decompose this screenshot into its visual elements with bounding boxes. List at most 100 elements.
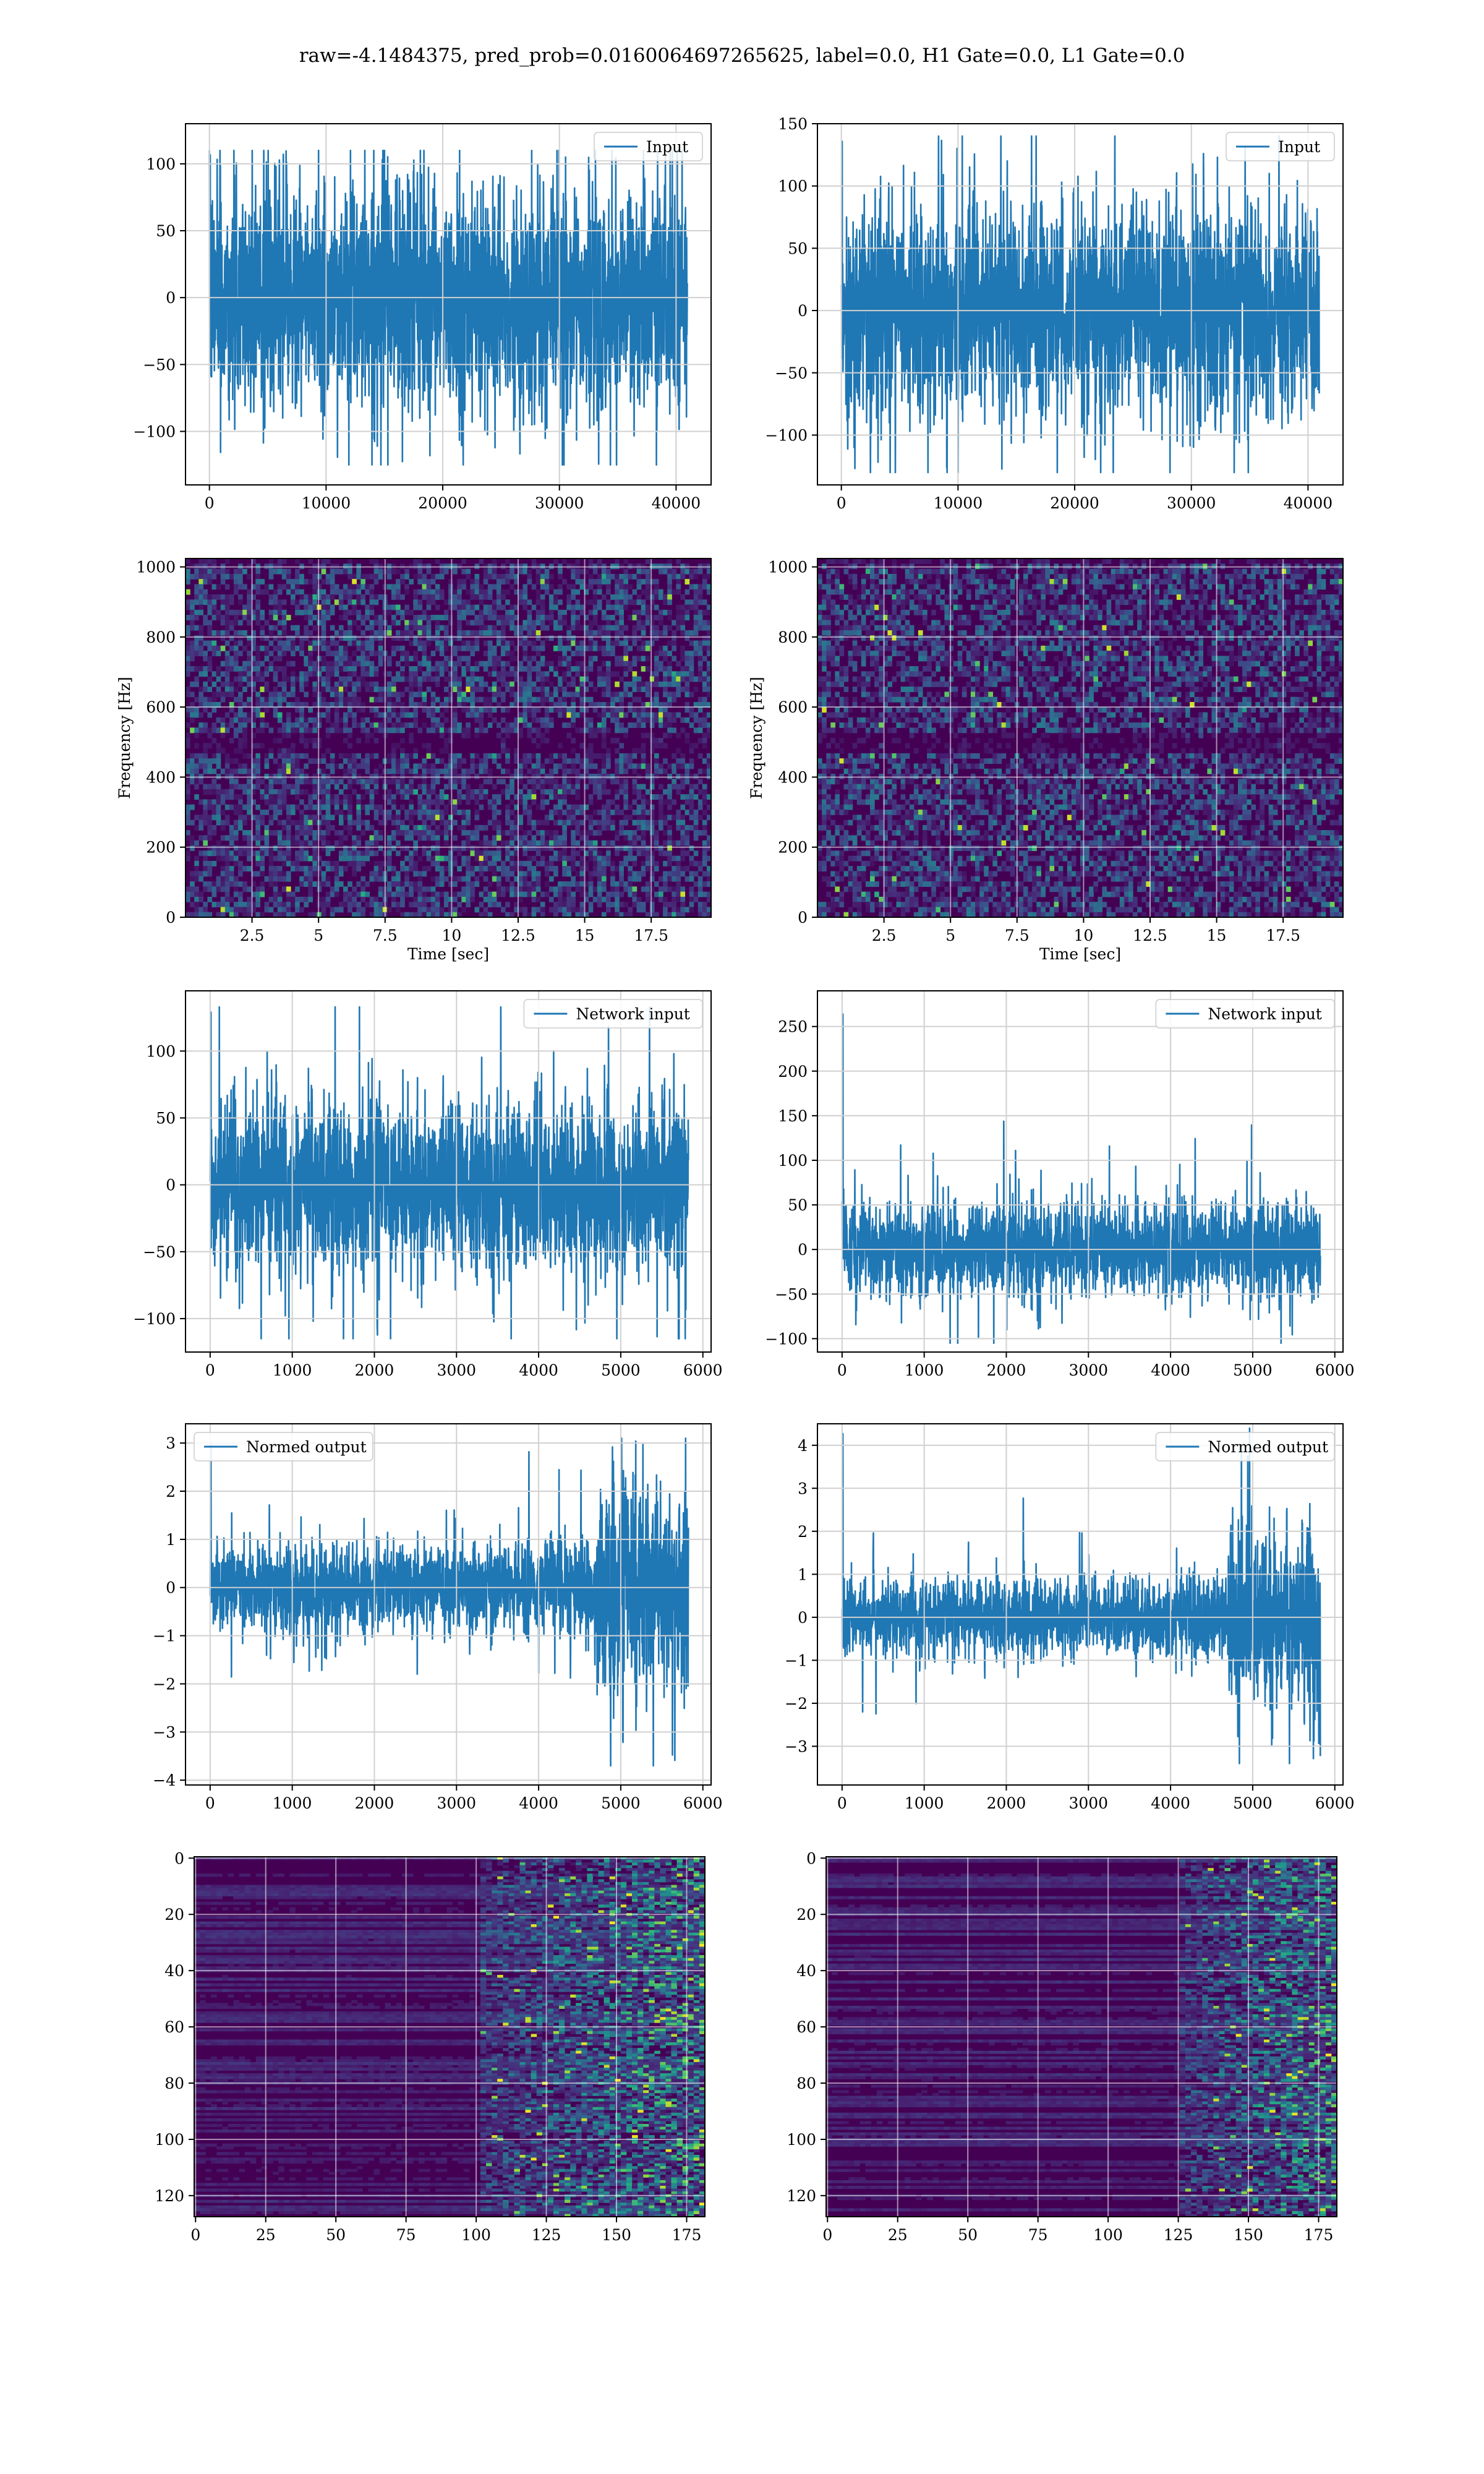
x-tick-label: 5 — [313, 927, 323, 944]
x-tick-label: 2000 — [355, 1794, 394, 1812]
subplot-network-input-l1: 0 1000 2000 3000 4000 5000 6000 −100 −50 0 50 100 15… — [765, 990, 1355, 1379]
y-tick-label: 40 — [796, 1962, 816, 1980]
y-tick-label: 0 — [798, 1241, 808, 1259]
x-tick-label: 12.5 — [501, 927, 535, 944]
x-tick-label: 30000 — [1167, 494, 1216, 512]
x-tick-label: 25 — [888, 2226, 908, 2244]
x-tick-label: 4000 — [1151, 1794, 1190, 1812]
heatmap-cells — [817, 559, 1343, 917]
y-tick-label: 100 — [155, 2131, 184, 2149]
y-tick-label: −1 — [153, 1627, 176, 1645]
axes-frame — [185, 123, 712, 486]
figure-suptitle: raw=-4.1484375, pred_prob=0.016006469726… — [299, 45, 1185, 67]
x-tick-label: 175 — [1304, 2226, 1334, 2244]
y-tick-label: 600 — [778, 698, 808, 716]
subplot-spec-h1: 2.5 5 7.5 10 12.5 15 17.5 0 200 400 600 800 1000 Time… — [116, 558, 712, 963]
grid-lines — [186, 1424, 711, 1785]
legend: Network input — [1155, 999, 1335, 1029]
heatmap-cells — [186, 559, 711, 917]
subplot-grid: 0 10000 20000 30000 40000−100−50050100Input0… — [116, 115, 1355, 2244]
subplot-feature-map-h1: 0 25 50 75 100 125 150 175 0 20 40 60 80 100 120 — [155, 1849, 706, 2244]
y-tick-label: 200 — [778, 839, 808, 857]
x-tick-label: 0 — [190, 2226, 200, 2244]
subplot-normed-output-l1: 0 1000 2000 3000 4000 5000 6000 −3 −2 −1 0 1 2 3 4 Norm… — [785, 1423, 1355, 1812]
legend-label: Normed output — [1208, 1438, 1328, 1456]
y-tick-label: 20 — [164, 1906, 184, 1924]
legend-label: Input — [1278, 138, 1320, 156]
grid-lines — [194, 1857, 705, 2217]
y-tick-label: 120 — [155, 2187, 184, 2205]
x-tick-label: 150 — [1234, 2226, 1263, 2244]
y-tick-label: −50 — [775, 364, 808, 382]
series-line — [841, 1013, 1321, 1344]
x-tick-label: 7.5 — [373, 927, 398, 944]
grid-lines — [817, 991, 1343, 1352]
y-tick-label: 250 — [778, 1018, 808, 1036]
axes-frame — [817, 1423, 1344, 1786]
axes-frame — [817, 123, 1344, 486]
y-tick-label: 0 — [166, 289, 176, 307]
y-tick-label: 0 — [798, 1609, 808, 1627]
x-tick-label: 20000 — [418, 494, 467, 512]
y-tick-label: 100 — [778, 178, 808, 195]
legend: Normed output — [1155, 1432, 1335, 1462]
series-line — [208, 150, 688, 466]
y-tick-label: 0 — [166, 909, 176, 927]
x-tick-label: 4000 — [519, 1361, 558, 1379]
x-tick-label: 0 — [205, 1361, 215, 1379]
x-tick-label: 17.5 — [1266, 927, 1300, 944]
y-tick-label: −50 — [143, 1243, 176, 1261]
y-tick-label: 150 — [778, 115, 808, 133]
y-tick-label: 0 — [798, 302, 808, 320]
y-tick-label: 200 — [146, 839, 176, 857]
y-tick-label: 20 — [796, 1906, 816, 1924]
y-tick-label: −2 — [153, 1675, 176, 1693]
x-tick-label: 12.5 — [1133, 927, 1167, 944]
y-axis-label: Frequency [Hz] — [116, 677, 134, 799]
legend: Input — [1226, 132, 1335, 161]
y-tick-label: 800 — [778, 628, 808, 646]
x-tick-label: 5000 — [1233, 1361, 1273, 1379]
axes-frame — [817, 558, 1344, 918]
legend: Network input — [523, 999, 703, 1029]
x-tick-label: 2000 — [355, 1361, 394, 1379]
x-tick-label: 5000 — [601, 1361, 641, 1379]
y-tick-label: 100 — [146, 155, 176, 173]
y-tick-label: −50 — [143, 356, 176, 374]
x-tick-label: 4000 — [1151, 1361, 1190, 1379]
axes-frame — [194, 1856, 706, 2217]
axes-frame — [185, 990, 712, 1353]
legend: Normed output — [194, 1432, 373, 1462]
subplot-normed-output-h1: 0 1000 2000 3000 4000 5000 6000 −4 −3 −2 −1 0 1 2 3 Nor… — [153, 1423, 723, 1812]
x-tick-label: 1000 — [273, 1794, 312, 1812]
subplot-spec-l1: 2.5 5 7.5 10 12.5 15 17.5 0 200 400 600 800 1000 Time… — [748, 558, 1344, 963]
x-tick-label: 150 — [602, 2226, 631, 2244]
y-tick-label: 50 — [156, 1109, 176, 1127]
x-tick-label: 0 — [837, 1794, 847, 1812]
y-axis-label: Frequency [Hz] — [748, 677, 765, 799]
y-tick-label: 150 — [778, 1107, 808, 1125]
y-tick-label: 50 — [156, 222, 176, 240]
y-tick-label: 400 — [778, 768, 808, 786]
plot-area — [817, 559, 1343, 917]
axes-frame — [825, 1856, 1337, 2217]
legend-label: Normed output — [246, 1438, 367, 1456]
x-tick-label: 100 — [461, 2226, 491, 2244]
subplot-feature-map-l1: 0 25 50 75 100 125 150 175 0 20 40 60 80 100 120 — [787, 1849, 1337, 2244]
x-tick-label: 6000 — [1315, 1794, 1355, 1812]
x-tick-label: 50 — [958, 2226, 978, 2244]
y-tick-label: −100 — [133, 1310, 176, 1328]
y-tick-label: −100 — [133, 422, 176, 440]
y-tick-label: −1 — [785, 1651, 808, 1669]
plot-area — [840, 135, 1320, 474]
y-tick-label: −50 — [775, 1285, 808, 1303]
x-tick-label: 0 — [205, 1794, 215, 1812]
legend-box — [1226, 132, 1335, 161]
legend-box — [523, 999, 703, 1029]
legend-box — [1155, 1432, 1335, 1462]
plot-area — [209, 1006, 689, 1340]
y-tick-label: 0 — [166, 1176, 176, 1194]
x-tick-label: 10000 — [934, 494, 983, 512]
x-tick-label: 3000 — [437, 1361, 476, 1379]
